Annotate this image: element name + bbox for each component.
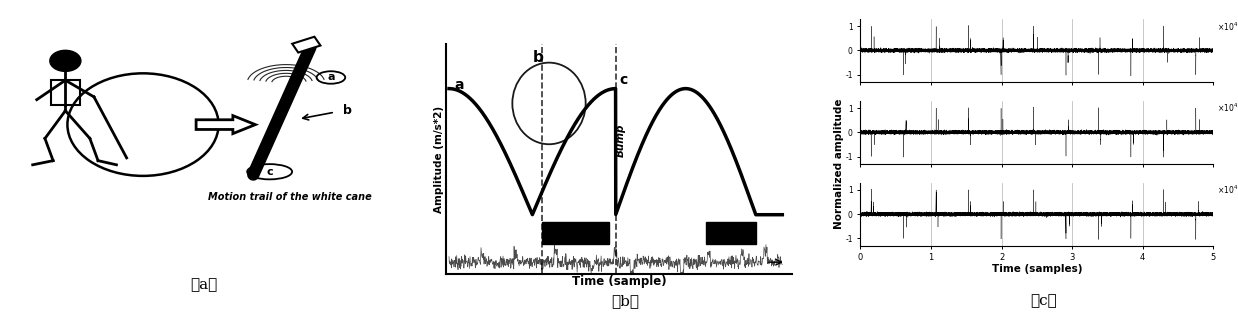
X-axis label: Time (samples): Time (samples) — [992, 264, 1082, 274]
Text: （b）: （b） — [612, 295, 639, 309]
Text: Motion trail of the white cane: Motion trail of the white cane — [208, 192, 371, 202]
Text: （a）: （a） — [191, 278, 218, 292]
Bar — [706, 222, 755, 244]
Text: Normalized amplitude: Normalized amplitude — [834, 99, 844, 229]
Text: a: a — [327, 72, 334, 83]
Circle shape — [50, 50, 80, 72]
Text: $\times 10^4$: $\times 10^4$ — [1217, 184, 1238, 196]
Text: （c）: （c） — [1030, 295, 1057, 309]
Text: a: a — [454, 77, 463, 92]
Bar — [542, 222, 609, 244]
Text: Bump: Bump — [615, 124, 625, 157]
Bar — [51, 80, 79, 105]
X-axis label: Time (sample): Time (sample) — [572, 275, 666, 289]
Text: b: b — [532, 50, 543, 65]
Text: c: c — [266, 167, 272, 177]
Text: c: c — [619, 73, 628, 87]
FancyArrow shape — [196, 116, 255, 134]
Text: $\times 10^4$: $\times 10^4$ — [1217, 102, 1238, 114]
Text: $\times 10^4$: $\times 10^4$ — [1217, 20, 1238, 32]
Bar — [292, 37, 321, 53]
Text: b: b — [343, 104, 352, 117]
Y-axis label: Amplitude (m/s*2): Amplitude (m/s*2) — [435, 106, 444, 213]
